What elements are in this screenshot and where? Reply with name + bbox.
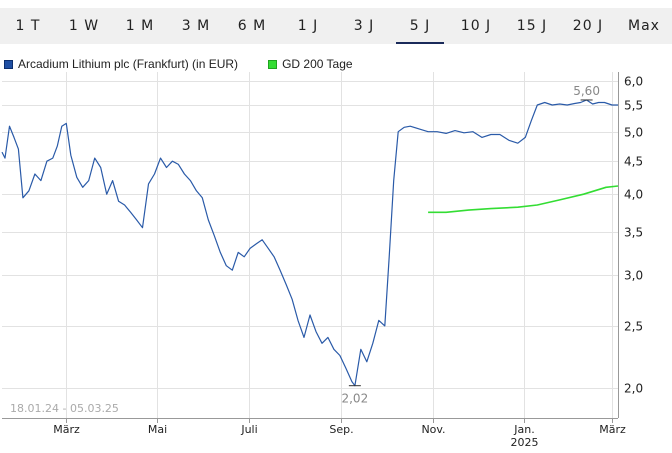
tab-1w[interactable]: 1 W [68,18,100,34]
y-tick-label: 3,5 [624,226,643,240]
timeframe-tabs: 1 T 1 W 1 M 3 M 6 M 1 J 3 J 5 J 10 J 15 J 20 J Max [0,8,672,44]
legend-ma: GD 200 Tage [268,57,353,71]
legend-price-swatch [4,59,13,69]
tab-6m[interactable]: 6 M [237,18,267,34]
tab-5j[interactable]: 5 J [392,8,448,44]
x-tick-label: Jan. [513,423,534,436]
y-tick-label: 5,0 [624,126,643,140]
min-annotation: 2,02 [341,392,368,406]
tab-1j[interactable]: 1 J [297,18,319,34]
tab-10j[interactable]: 10 J [460,18,492,34]
tab-1m[interactable]: 1 M [125,18,155,34]
ma200-series-line [428,185,619,214]
legend-price: Arcadium Lithium plc (Frankfurt) (in EUR… [4,57,238,71]
y-tick-label: 6,0 [624,75,643,89]
x-tick-label: März [53,423,80,436]
x-tick-label: März [599,423,626,436]
legend-price-label: Arcadium Lithium plc (Frankfurt) (in EUR… [18,57,239,71]
x-tick-label: Mai [148,423,167,436]
tab-max[interactable]: Max [628,18,660,34]
x-tick-label: Nov. [421,423,445,436]
y-tick-label: 5,5 [624,99,643,113]
y-tick-label: 3,0 [624,269,643,283]
y-tick-label: 2,0 [624,382,643,396]
price-series-line [1,99,618,387]
legend-ma-swatch [268,59,278,69]
legend-ma-label: GD 200 Tage [282,57,353,71]
x-tick-sublabel: 2025 [511,436,539,449]
tab-1t[interactable]: 1 T [15,18,41,34]
tab-15j[interactable]: 15 J [516,18,548,34]
date-range-label: 18.01.24 - 05.03.25 [10,402,119,415]
chart-legend: Arcadium Lithium plc (Frankfurt) (in EUR… [4,56,383,72]
max-annotation: 5,60 [573,84,600,98]
x-tick-label: Sep. [329,423,353,436]
tab-20j[interactable]: 20 J [572,18,604,34]
y-tick-label: 4,5 [624,155,643,169]
tab-3m[interactable]: 3 M [181,18,211,34]
y-tick-label: 4,0 [624,188,643,202]
x-tick-label: Juli [240,423,257,436]
tab-3j[interactable]: 3 J [353,18,375,34]
y-tick-label: 2,5 [624,320,643,334]
